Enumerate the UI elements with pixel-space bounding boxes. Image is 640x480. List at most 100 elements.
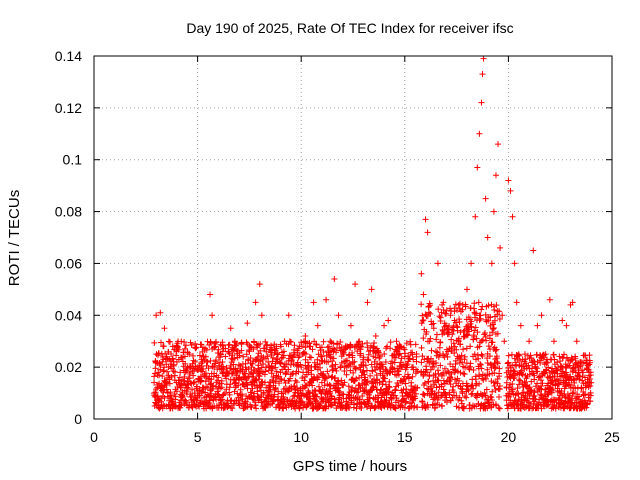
data-point [381,322,388,329]
data-point [545,401,552,408]
data-point [466,366,473,373]
data-point [381,351,388,358]
data-point [510,367,517,374]
data-point [243,351,250,358]
data-point [454,355,461,362]
data-point [475,299,482,306]
data-point [352,365,359,372]
data-point [188,392,195,399]
data-point [409,373,416,380]
data-point [571,379,578,386]
data-point [221,390,228,397]
data-point [401,395,408,402]
data-point [291,342,298,349]
data-point [294,384,301,391]
data-point [169,343,176,350]
data-point [198,341,205,348]
data-point [548,378,555,385]
data-point [184,378,191,385]
data-point [380,402,387,409]
data-point [534,380,541,387]
data-point [455,338,462,345]
data-point [207,390,214,397]
data-point [582,391,589,398]
data-point [414,404,421,411]
data-point [567,373,574,380]
data-point [424,229,431,236]
data-point [487,313,494,320]
data-point [520,389,527,396]
data-point [444,368,451,375]
data-point [214,388,221,395]
data-point [570,389,577,396]
data-point [156,372,163,379]
data-point [420,316,427,323]
y-tick-label: 0.14 [55,48,82,64]
data-point [526,338,533,345]
data-point [478,306,485,313]
data-point [184,384,191,391]
data-point [420,291,427,298]
data-point [330,345,337,352]
data-point [360,368,367,375]
data-point [242,400,249,407]
data-point [342,358,349,365]
data-point [272,384,279,391]
data-point [427,302,434,309]
data-point [276,404,283,411]
data-point [534,365,541,372]
data-point [296,405,303,412]
data-point [505,352,512,359]
data-point [297,361,304,368]
data-point [443,351,450,358]
data-point [309,382,316,389]
data-point [229,405,236,412]
data-point [440,386,447,393]
data-point [287,338,294,345]
data-point [308,354,315,361]
data-point [151,390,158,397]
data-point [532,383,539,390]
data-point [191,378,198,385]
data-point [489,397,496,404]
data-point [376,355,383,362]
data-point [403,340,410,347]
data-point [412,395,419,402]
data-point [453,346,460,353]
data-point [434,395,441,402]
y-tick-label: 0.12 [55,100,82,116]
data-point [456,300,463,307]
axis-ticks: 0 5 10 15 20 25 0 0.02 0.04 0.06 0.08 0.1 0.12 0.14 [55,48,620,445]
data-point [485,302,492,309]
data-point [513,299,520,306]
data-point [379,372,386,379]
data-point [436,313,443,320]
data-point [292,377,299,384]
x-tick-label: 15 [397,429,413,445]
data-point [482,400,489,407]
data-point [391,359,398,366]
data-point [430,377,437,384]
data-point [538,405,545,412]
data-point [436,401,443,408]
data-point [237,386,244,393]
data-point [550,338,557,345]
data-point [433,384,440,391]
data-point [404,371,411,378]
data-point [419,398,426,405]
data-point [220,366,227,373]
data-point [207,291,214,298]
data-point [439,301,446,308]
data-point [484,359,491,366]
data-point [278,376,285,383]
data-point [265,392,272,399]
data-point [213,396,220,403]
data-point [461,393,468,400]
data-point [451,349,458,356]
data-point [497,244,504,251]
data-point [333,349,340,356]
data-point [395,371,402,378]
data-point [433,331,440,338]
data-point [178,402,185,409]
data-point [219,358,226,365]
